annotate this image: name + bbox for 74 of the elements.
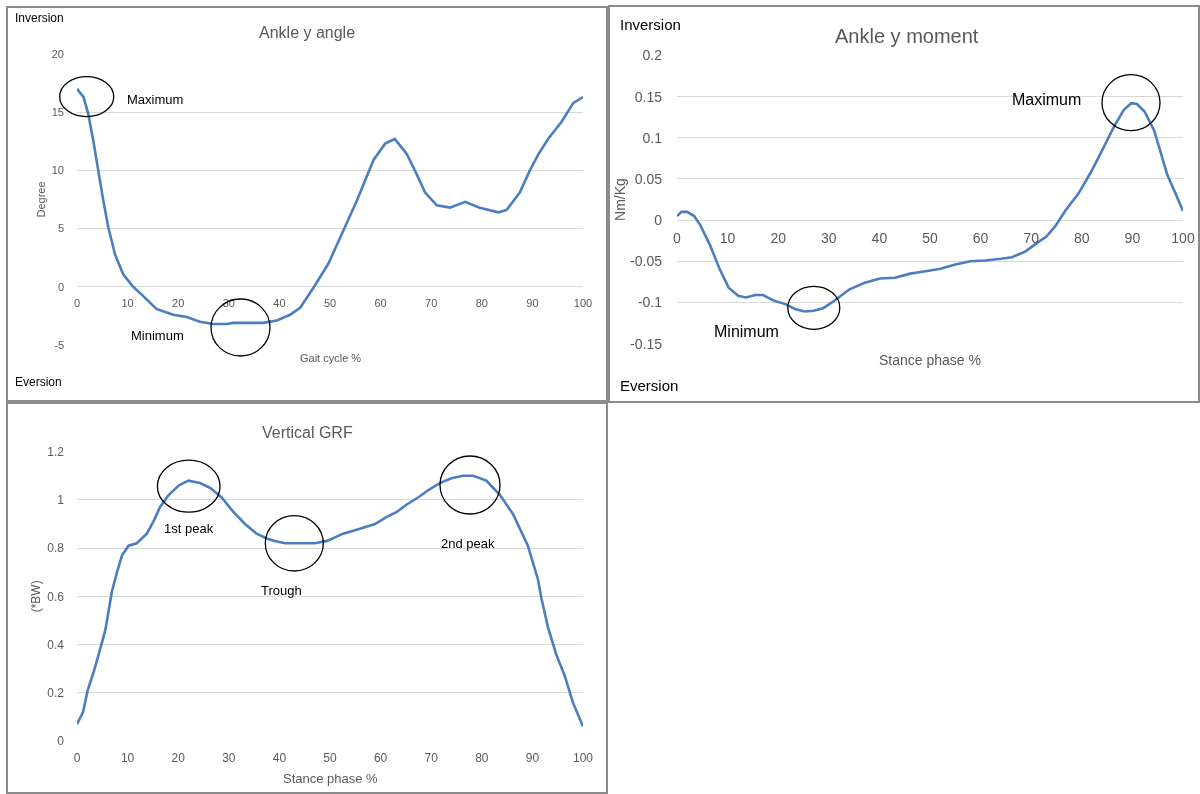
annotation: Maximum xyxy=(1012,91,1082,108)
x-tick-label: 20 xyxy=(171,751,186,765)
annotation: Minimum xyxy=(714,323,779,340)
x-tick-label: 90 xyxy=(525,751,540,765)
x-tick-label: 90 xyxy=(526,296,539,309)
x-tick-label: 0 xyxy=(73,296,81,309)
x-tick-label: 100 xyxy=(573,296,593,309)
text: Eversion xyxy=(620,377,679,394)
x-tick-label: 40 xyxy=(871,230,888,247)
annotation: 1st peak xyxy=(164,521,214,536)
chart-title: Vertical GRF xyxy=(262,424,353,441)
x-tick-label: 50 xyxy=(323,296,337,309)
x-tick-label: 70 xyxy=(1023,230,1040,247)
x-tick-label: 100 xyxy=(572,751,594,765)
y-tick-label: -5 xyxy=(54,338,64,351)
x-axis-title: Stance phase % xyxy=(283,771,379,786)
y-tick-label: -0.1 xyxy=(637,294,663,311)
y-tick-label: 0.4 xyxy=(47,637,65,652)
x-axis-title: Gait cycle % xyxy=(300,352,362,364)
annotation: Trough xyxy=(261,583,302,598)
annotation: Minimum xyxy=(131,328,184,343)
y-tick-label: 0.2 xyxy=(642,47,663,64)
y-tick-label: 0.8 xyxy=(47,541,65,556)
y-axis-title: Nm/Kg xyxy=(611,178,628,221)
text: Inversion xyxy=(15,11,64,25)
x-tick-label: 30 xyxy=(821,230,837,247)
y-tick-label: 0 xyxy=(57,734,65,749)
annotation: 2nd peak xyxy=(441,536,495,551)
x-tick-label: 60 xyxy=(373,751,388,765)
x-tick-label: 0 xyxy=(73,751,81,765)
x-tick-label: 60 xyxy=(374,296,387,309)
y-axis-title: (*BW) xyxy=(28,580,43,613)
x-tick-label: 80 xyxy=(1074,230,1090,247)
text: Inversion xyxy=(620,16,681,33)
x-tick-label: 40 xyxy=(272,751,287,765)
annotation: Maximum xyxy=(127,92,184,107)
line-series xyxy=(77,474,583,728)
x-tick-label: 70 xyxy=(425,296,438,309)
y-tick-label: 20 xyxy=(51,47,64,60)
y-tick-label: 0.05 xyxy=(634,170,663,187)
x-tick-label: 20 xyxy=(770,230,787,247)
y-tick-label: 10 xyxy=(51,164,64,177)
x-tick-label: 10 xyxy=(121,296,134,309)
x-tick-label: 30 xyxy=(222,751,236,765)
x-tick-label: 20 xyxy=(172,296,185,309)
y-tick-label: 1.2 xyxy=(47,444,65,459)
x-tick-label: 50 xyxy=(323,751,337,765)
y-tick-label: 0.1 xyxy=(642,129,663,146)
x-tick-label: 100 xyxy=(1171,230,1195,247)
y-tick-label: 0.6 xyxy=(47,589,65,604)
chart-title: Ankle y moment xyxy=(835,25,979,47)
x-tick-label: 90 xyxy=(1124,230,1141,247)
x-tick-label: 60 xyxy=(972,230,989,247)
x-tick-label: 40 xyxy=(273,296,286,309)
chart-title: Ankle y angle xyxy=(259,24,356,41)
y-tick-label: -0.05 xyxy=(630,253,663,270)
y-tick-label: 1 xyxy=(57,493,65,508)
y-axis-title: Degree xyxy=(35,181,48,218)
y-tick-label: 0 xyxy=(654,212,663,229)
y-tick-label: 15 xyxy=(51,106,64,119)
x-tick-label: 80 xyxy=(475,296,488,309)
x-axis-title: Stance phase % xyxy=(879,352,981,368)
y-tick-label: 5 xyxy=(57,222,64,235)
x-tick-label: 10 xyxy=(719,230,736,247)
x-tick-label: 70 xyxy=(424,751,439,765)
x-tick-label: 80 xyxy=(475,751,489,765)
x-tick-label: 10 xyxy=(120,751,135,765)
x-tick-label: 0 xyxy=(673,230,682,247)
y-tick-label: 0 xyxy=(57,280,64,293)
y-tick-label: 0.15 xyxy=(634,88,663,105)
y-tick-label: -0.15 xyxy=(630,335,663,352)
x-tick-label: 50 xyxy=(922,230,938,247)
y-tick-label: 0.2 xyxy=(47,685,65,700)
text: Eversion xyxy=(15,375,62,389)
